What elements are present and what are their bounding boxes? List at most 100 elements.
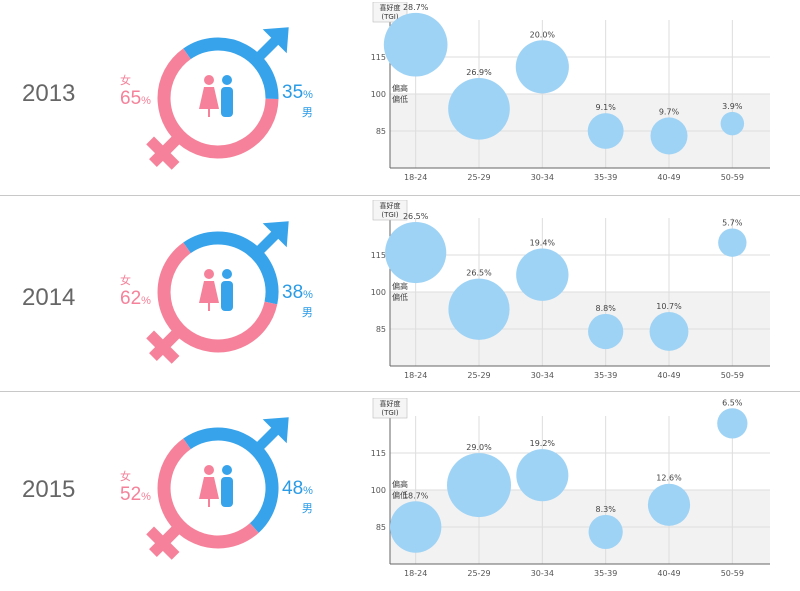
bubble-data-label: 3.9%: [722, 102, 743, 111]
bubble: [515, 40, 569, 94]
gender-ring: [146, 27, 289, 170]
male-figure: [221, 87, 233, 117]
x-tick-label: 40-49: [657, 569, 680, 578]
female-percentage: 女 52%: [120, 468, 151, 506]
male-figure-head: [222, 75, 232, 85]
male-figure: [221, 477, 233, 507]
female-percent-sign: %: [141, 295, 151, 307]
band-label-high: 偏高: [392, 83, 408, 93]
male-symbol-icon: [262, 27, 289, 54]
male-figure: [221, 281, 233, 311]
y-tick-label: 115: [371, 53, 386, 62]
x-tick-label: 50-59: [721, 569, 744, 578]
female-label: 女: [120, 275, 131, 287]
y-axis-title-unit: (TGI): [381, 211, 398, 219]
year-label: 2013: [22, 80, 76, 107]
female-figure: [199, 477, 219, 507]
bubble: [718, 228, 747, 257]
bubble-data-label: 20.0%: [530, 30, 556, 39]
gender-ratio-graphic: 女 65% 35% 男: [110, 8, 330, 188]
y-tick-label: 85: [376, 127, 386, 136]
female-share-arc: [157, 48, 279, 159]
female-value: 65: [120, 88, 142, 109]
male-share-arc: [183, 231, 279, 305]
bubble-data-label: 26.5%: [403, 212, 429, 221]
year-label: 2014: [22, 284, 76, 311]
year-label: 2015: [22, 476, 76, 503]
male-value: 35: [282, 82, 304, 103]
tgi-bubble-chart: 85 100 115 18-24 25-29 30-34 35-39 40-49 50-59 喜好…: [360, 397, 780, 588]
bubble-data-label: 6.5%: [722, 398, 743, 407]
band-label-high: 偏高: [392, 281, 408, 291]
female-percent-sign: %: [141, 491, 151, 503]
bubble-data-label: 9.1%: [596, 103, 617, 112]
bubble: [389, 501, 442, 553]
band-label-high: 偏高: [392, 479, 408, 489]
x-tick-label: 25-29: [467, 173, 490, 182]
band-label-low: 偏低: [392, 490, 408, 500]
bubble-data-label: 26.9%: [466, 68, 492, 77]
panel-2014: 2014 女 62% 38% 男 85 100 115 18-24 25-29 30-34…: [0, 196, 800, 391]
gender-ratio-graphic: 女 52% 48% 男: [110, 398, 330, 578]
male-symbol-stem: [255, 229, 281, 255]
male-symbol-stem: [255, 425, 281, 451]
female-label: 女: [120, 471, 131, 483]
female-percent-sign: %: [141, 95, 151, 107]
x-tick-label: 18-24: [404, 569, 427, 578]
female-label: 女: [120, 75, 131, 87]
y-tick-label: 100: [371, 90, 386, 99]
female-share-arc: [157, 242, 278, 353]
x-tick-label: 25-29: [467, 371, 490, 380]
bubble: [587, 113, 624, 149]
male-share-arc: [183, 427, 279, 533]
male-figure-head: [222, 269, 232, 279]
bubble-data-label: 9.7%: [659, 107, 680, 116]
gender-ring: [146, 417, 289, 560]
couple-icon: [204, 465, 214, 475]
y-tick-label: 85: [376, 523, 386, 532]
female-figure: [199, 87, 219, 117]
bubble-data-label: 8.3%: [596, 505, 617, 514]
male-symbol-icon: [262, 221, 289, 248]
bubble-data-label: 26.5%: [466, 269, 492, 278]
male-percent-sign: %: [303, 289, 313, 301]
female-figure: [199, 281, 219, 311]
x-tick-label: 18-24: [404, 371, 427, 380]
x-tick-label: 30-34: [531, 173, 554, 182]
bubble-data-label: 19.4%: [530, 239, 556, 248]
bubble: [588, 514, 623, 550]
y-axis-title-box: [372, 199, 408, 221]
female-symbol-icon: [146, 330, 180, 364]
male-label: 男: [301, 307, 313, 319]
male-symbol-stem: [255, 35, 281, 61]
y-tick-label: 115: [371, 251, 386, 260]
x-tick-label: 35-39: [594, 173, 617, 182]
bubble: [516, 449, 569, 502]
bubble-data-label: 28.7%: [403, 3, 429, 12]
bubble-data-label: 8.8%: [596, 304, 617, 313]
y-axis-title: 喜好度: [380, 399, 401, 408]
bubble: [717, 408, 748, 439]
y-axis-title-unit: (TGI): [381, 13, 398, 21]
y-tick-label: 115: [371, 449, 386, 458]
x-tick-label: 40-49: [657, 371, 680, 380]
x-tick-label: 40-49: [657, 173, 680, 182]
bubble-chart-svg: 85 100 115 18-24 25-29 30-34 35-39 40-49 50-59 喜好…: [371, 199, 770, 380]
gender-ratio-graphic: 女 62% 38% 男: [110, 202, 330, 382]
x-tick-label: 18-24: [404, 173, 427, 182]
female-percentage: 女 62%: [120, 272, 151, 310]
y-tick-label: 100: [371, 486, 386, 495]
bubble-data-label: 10.7%: [656, 302, 682, 311]
male-label: 男: [301, 503, 313, 515]
female-symbol-icon: [146, 526, 180, 560]
y-axis-title: 喜好度: [380, 201, 401, 210]
male-value: 48: [282, 478, 304, 499]
bubble: [448, 77, 510, 140]
x-tick-label: 30-34: [531, 569, 554, 578]
bubble: [649, 312, 689, 351]
female-share-arc: [157, 438, 259, 549]
bubble: [448, 278, 510, 340]
male-percentage: 38% 男: [282, 282, 313, 320]
male-percentage: 48% 男: [282, 478, 313, 516]
y-axis-title-box: [372, 1, 408, 23]
